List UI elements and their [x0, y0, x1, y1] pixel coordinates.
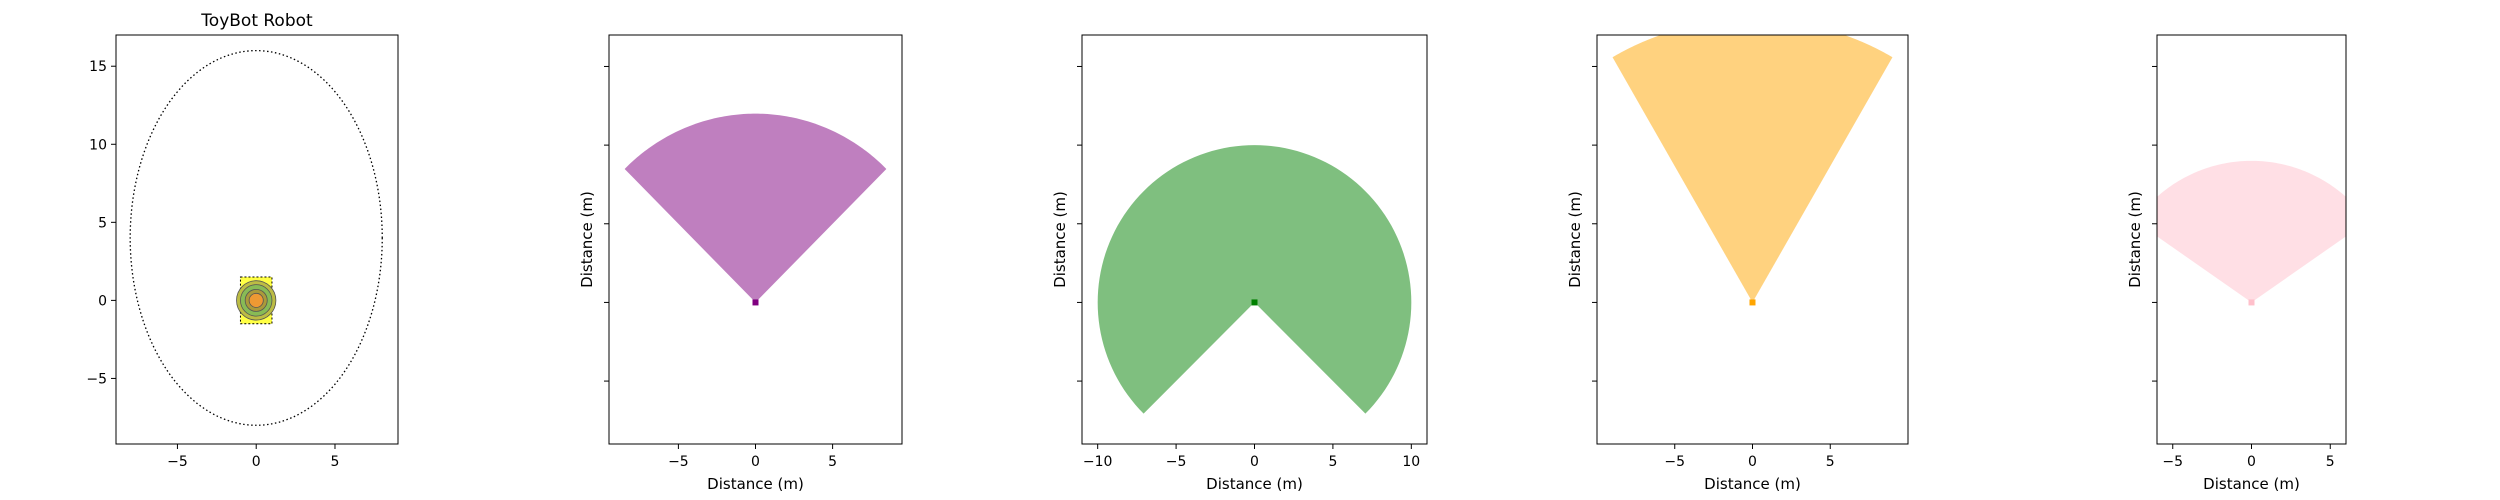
x-tick-label: 5 [1328, 454, 1337, 470]
x-axis-label: Distance (m) [2203, 475, 2300, 493]
x-tick-label: −5 [1664, 454, 1685, 470]
x-axis-label: Distance (m) [707, 475, 804, 493]
x-tick-label: 5 [828, 454, 837, 470]
x-tick-label: 0 [2247, 454, 2256, 470]
x-tick-label: −10 [1083, 454, 1113, 470]
sensor-sector [1612, 35, 1893, 303]
robot-ring-4 [248, 292, 264, 308]
x-tick-label: 5 [1826, 454, 1835, 470]
sensor-sector [2157, 160, 2346, 303]
y-tick-label: −5 [86, 371, 107, 387]
x-axis-label: Distance (m) [1206, 475, 1303, 493]
plot-area [2157, 160, 2346, 306]
y-tick-label: 0 [98, 293, 107, 309]
x-tick-label: −5 [167, 454, 188, 470]
sensor-origin-marker [752, 299, 759, 306]
sensor-sector [1097, 145, 1412, 414]
chart-panel-3: −10 −5 0 5 10 Distance (m) Distance (m) [1051, 34, 1428, 493]
x-tick-label: 5 [331, 454, 340, 470]
x-tick-label: −5 [668, 454, 689, 470]
axes-frame [115, 34, 399, 445]
plot-area [1097, 145, 1412, 414]
footprint-ellipse [129, 49, 383, 426]
x-tick-label: 0 [1250, 454, 1259, 470]
y-axis-label: Distance (m) [2126, 191, 2144, 288]
plot-area [624, 113, 887, 306]
y-axis-label: Distance (m) [578, 191, 596, 288]
y-tick-label: 15 [89, 59, 107, 75]
x-tick-label: 0 [751, 454, 760, 470]
y-tick-label: 10 [89, 137, 107, 153]
y-tick-label: 5 [98, 215, 107, 231]
plot-area [129, 49, 383, 426]
chart-panel-4: −5 0 5 Distance (m) Distance (m) [1566, 34, 1909, 493]
x-tick-label: −5 [2162, 454, 2183, 470]
chart-panel-1: −5 0 5 −5 0 5 10 15 ToyBot Robot [86, 11, 399, 470]
y-axis-label: Distance (m) [1051, 191, 1069, 288]
x-axis-label: Distance (m) [1704, 475, 1801, 493]
chart-panel-2: −5 0 5 Distance (m) Distance (m) [578, 34, 903, 493]
x-tick-label: 5 [2326, 454, 2335, 470]
x-tick-label: 10 [1402, 454, 1420, 470]
sensor-origin-marker [1251, 299, 1258, 306]
plot-area [1612, 35, 1893, 306]
x-tick-label: 0 [252, 454, 261, 470]
sensor-origin-marker [2248, 299, 2255, 306]
sensor-origin-marker [1749, 299, 1756, 306]
chart-panel-5: −5 0 5 Distance (m) Distance (m) [2126, 34, 2347, 493]
x-tick-label: 0 [1748, 454, 1757, 470]
chart-title: ToyBot Robot [200, 11, 313, 31]
x-tick-label: −5 [1166, 454, 1187, 470]
y-axis-label: Distance (m) [1566, 191, 1584, 288]
sensor-sector [624, 113, 887, 303]
